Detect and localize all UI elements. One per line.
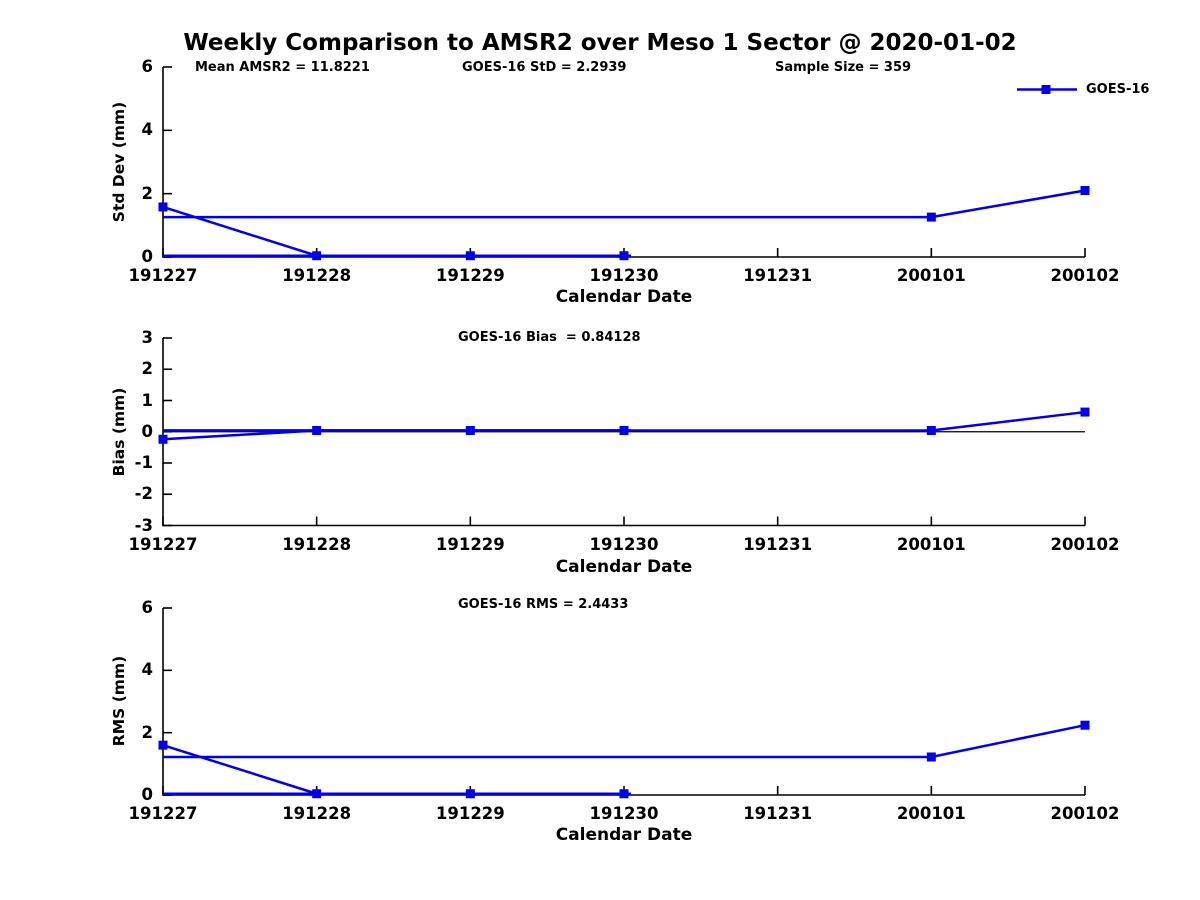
panel-std-dev-xtick-label: 200101 (896, 266, 966, 285)
stat-sample-size: Sample Size = 359 (775, 60, 912, 75)
panel-std-dev-xtick-label: 191228 (282, 266, 352, 285)
panel-std-dev-marker (312, 251, 322, 261)
panel-std-dev-xtick-label: 191229 (435, 266, 505, 285)
panel-bias-ytick-label: 1 (141, 390, 153, 410)
x-axis-label-panel3: Calendar Date (555, 825, 693, 845)
panel-std-dev-ytick-label: 0 (141, 247, 153, 266)
stat-mean-amsr2: Mean AMSR2 = 11.8221 (195, 60, 370, 75)
panel-rms-marker (619, 789, 629, 799)
panel-std-dev-ytick-label: 4 (141, 120, 153, 140)
panel-rms-ytick-label: 6 (141, 598, 153, 617)
panel-rms-marker (312, 789, 322, 799)
panel-std-dev-axes (162, 67, 1085, 258)
panel-std-dev-series-line (162, 205, 624, 257)
panel-std-dev-marker (158, 202, 168, 212)
panel-std-dev-ytick-label: 2 (141, 183, 153, 203)
panel-rms-xtick-label: 191229 (435, 804, 505, 823)
panel-bias-xtick-label: 191228 (282, 534, 352, 554)
panel-bias-marker (312, 426, 322, 435)
panel-std-dev-xtick-label: 191227 (128, 266, 198, 285)
panel-bias-ytick-label: 0 (141, 421, 153, 441)
panel-bias-ytick-label: 2 (141, 359, 153, 379)
panel-bias-ytick-label: -1 (134, 453, 153, 472)
panel-bias-xtick-label: 200102 (1050, 534, 1120, 554)
panel-rms-ytick-label: 0 (141, 785, 153, 804)
panel-bias-xtick-label: 191227 (128, 534, 198, 554)
panel-bias-ytick-label: -3 (134, 515, 153, 535)
panel-rms-ytick-label: 2 (141, 722, 153, 742)
panel-bias-xtick-label: 191231 (743, 534, 813, 554)
panel-std-dev-series-line (931, 189, 1086, 219)
panel-std-dev-marker (619, 251, 629, 261)
panel-bias-ytick-label: 3 (141, 328, 153, 347)
panel-rms-series-line (931, 723, 1086, 759)
panel-std-dev-marker (1080, 186, 1090, 195)
panel-bias-series-line (931, 410, 1086, 432)
panel-rms-series-line (162, 743, 624, 796)
panel-rms-xtick-label: 200101 (896, 804, 966, 823)
panel-rms-marker (158, 740, 168, 750)
panel-rms-xtick-label: 191228 (282, 804, 352, 823)
panel-bias-xtick-label: 191230 (589, 534, 659, 554)
legend-square-marker-icon (1041, 85, 1051, 94)
panel-bias-series-line (162, 429, 624, 441)
chart-title: Weekly Comparison to AMSR2 over Meso 1 S… (183, 30, 1017, 56)
legend-label-goes16: GOES-16 (1086, 82, 1150, 97)
panel-rms-ytick-label: 4 (141, 660, 153, 680)
stat-goes16-bias: GOES-16 Bias = 0.84128 (458, 330, 641, 345)
panel-std-dev-xtick-label: 200102 (1050, 266, 1120, 285)
panel-std-dev-xtick-label: 191231 (743, 266, 813, 285)
panel-std-dev-ytick-label: 6 (141, 57, 153, 76)
panel-bias-marker (158, 434, 168, 444)
panel-bias-marker (926, 426, 936, 435)
panel-rms-marker (1080, 720, 1090, 730)
panel-bias-marker (465, 426, 475, 435)
panel-bias-xtick-label: 200101 (896, 534, 966, 554)
stat-goes16-rms: GOES-16 RMS = 2.4433 (458, 597, 629, 612)
panel-bias-xtick-label: 191229 (435, 534, 505, 554)
x-axis-label-panel1: Calendar Date (555, 287, 693, 307)
panel-rms-xtick-label: 200102 (1050, 804, 1120, 823)
panel-rms-xtick-label: 191227 (128, 804, 198, 823)
panel-rms-axes (162, 608, 1085, 796)
panel-bias-ytick-label: -2 (134, 484, 153, 504)
panel-bias-marker (1080, 407, 1090, 417)
panel-bias-marker (619, 426, 629, 435)
x-axis-label-panel2: Calendar Date (555, 557, 693, 577)
panel-rms-xtick-label: 191230 (589, 804, 659, 823)
panel-rms-marker (465, 789, 475, 799)
stat-goes16-std: GOES-16 StD = 2.2939 (462, 60, 627, 75)
panel-rms-marker (926, 752, 936, 762)
panel-rms-xtick-label: 191231 (743, 804, 813, 823)
panel-std-dev-xtick-label: 191230 (589, 266, 659, 285)
panel-std-dev-marker (465, 251, 475, 261)
panel-std-dev-marker (926, 212, 936, 222)
legend-marker-line (1017, 85, 1077, 94)
